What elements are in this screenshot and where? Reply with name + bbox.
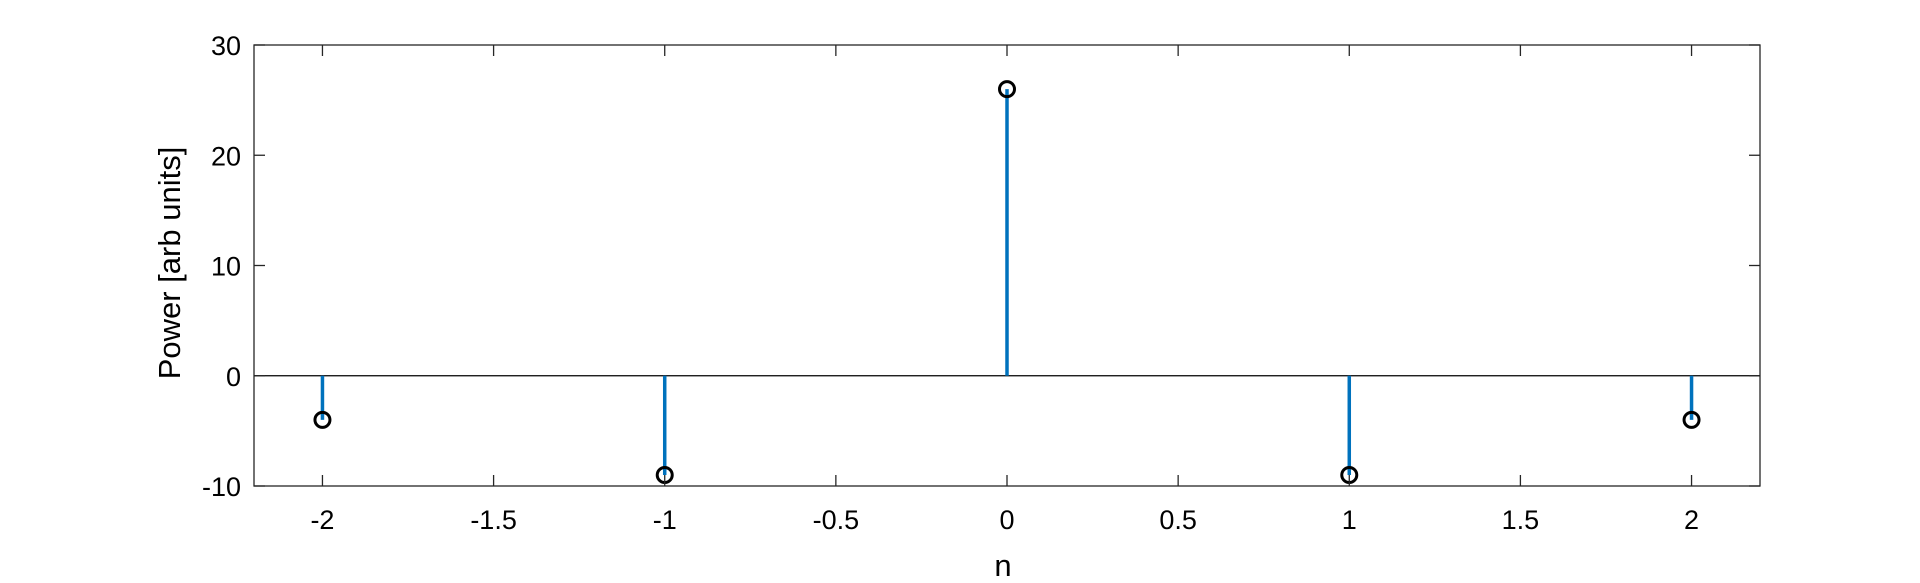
y-tick-label: 10	[211, 252, 241, 282]
stem-marker	[998, 80, 1016, 99]
y-tick-label: 20	[211, 141, 241, 171]
x-tick-label: 1	[1342, 505, 1357, 535]
x-tick-label: 2	[1684, 505, 1699, 535]
y-tick-label: 0	[226, 362, 241, 392]
stems-layer	[320, 89, 1694, 475]
x-tick-label: 1.5	[1502, 505, 1540, 535]
x-tick-label: -0.5	[813, 505, 860, 535]
stem-marker	[1682, 410, 1701, 429]
x-tick-label: -1.5	[470, 505, 517, 535]
y-axis-label: Power [arb units]	[152, 147, 187, 380]
x-tick-label: 0.5	[1159, 505, 1197, 535]
x-axis-label: n	[994, 548, 1011, 578]
x-tick-label: -2	[310, 505, 334, 535]
x-tick-label: -1	[653, 505, 677, 535]
y-tick-label: 30	[211, 31, 241, 61]
y-tick-label: -10	[202, 472, 241, 502]
stem-marker	[313, 410, 332, 429]
x-tick-label: 0	[999, 505, 1014, 535]
ticks-layer: -2 -1.5 -1 -0.5 0 0.5 1 1.5 2 -10 0 10 20 30	[202, 31, 1760, 535]
